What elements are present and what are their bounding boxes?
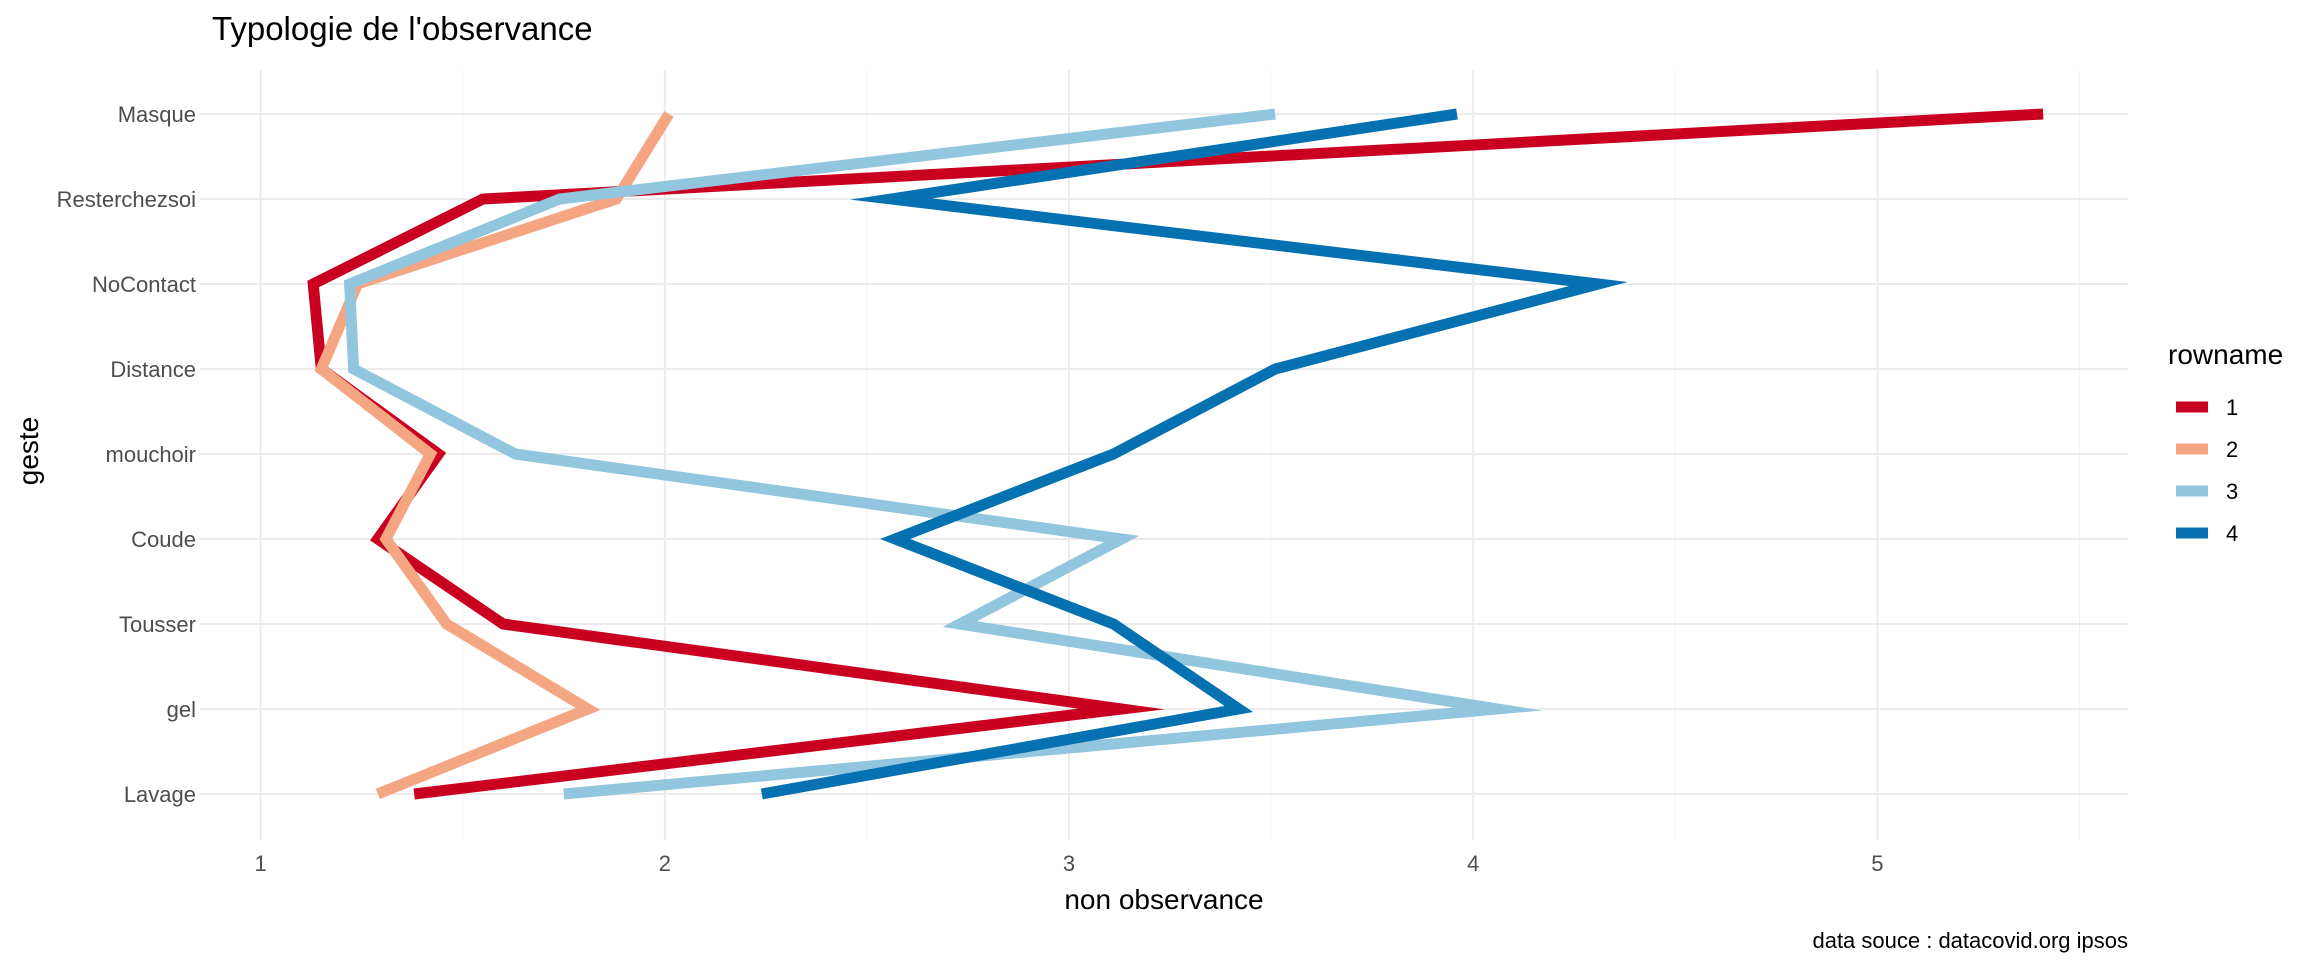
- y-axis-title: geste: [13, 417, 44, 486]
- x-tick-label: 3: [1063, 851, 1075, 876]
- legend-label-2: 2: [2226, 437, 2238, 462]
- legend-label-3: 3: [2226, 479, 2238, 504]
- y-tick-label: gel: [167, 697, 196, 722]
- y-tick-label: Lavage: [124, 782, 196, 807]
- series-line-4: [760, 108, 1628, 800]
- y-tick-label: Tousser: [119, 612, 196, 637]
- x-tick-label: 5: [1871, 851, 1883, 876]
- series-line-3: [343, 108, 1543, 800]
- y-tick-label: NoContact: [92, 272, 196, 297]
- chart-title: Typologie de l'observance: [212, 10, 593, 47]
- y-tick-label: mouchoir: [106, 442, 196, 467]
- series-lines: [307, 108, 2044, 800]
- x-tick-label: 4: [1467, 851, 1479, 876]
- y-tick-label: Coude: [131, 527, 196, 552]
- legend-label-1: 1: [2226, 395, 2238, 420]
- legend-label-4: 4: [2226, 521, 2238, 546]
- grid: [200, 70, 2128, 840]
- y-tick-label: Resterchezsoi: [57, 187, 196, 212]
- series-line-2: [314, 111, 674, 800]
- x-tick-labels: 1 2 3 4 5: [255, 851, 1884, 876]
- y-tick-label: Distance: [110, 357, 196, 382]
- y-tick-labels: Lavage gel Tousser Coude mouchoir Distance NoC…: [57, 102, 196, 807]
- legend-title: rowname: [2168, 339, 2283, 370]
- caption: data souce : datacovid.org ipsos: [1812, 928, 2128, 953]
- series-line-1: [307, 108, 2044, 800]
- y-tick-label: Masque: [118, 102, 196, 127]
- legend: rowname 1 2 3 4: [2168, 339, 2283, 546]
- x-tick-label: 2: [659, 851, 671, 876]
- x-axis-title: non observance: [1064, 884, 1263, 915]
- x-tick-label: 1: [255, 851, 267, 876]
